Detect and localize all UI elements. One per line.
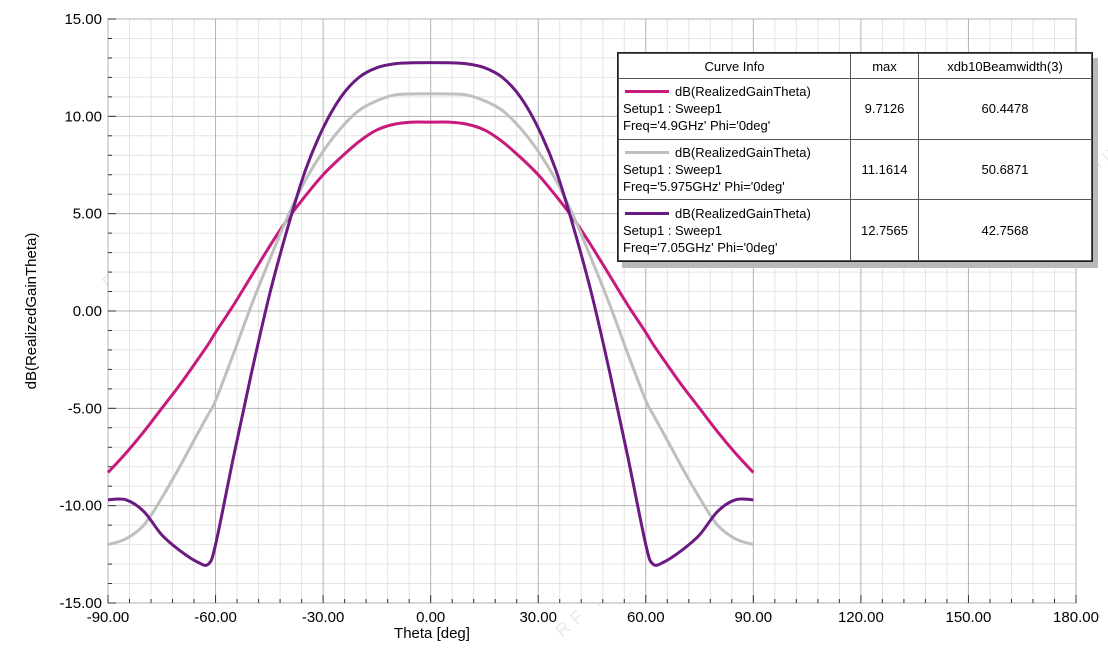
x-tick-label: -90.00	[87, 609, 130, 626]
x-tick-label: 30.00	[519, 609, 557, 626]
x-tick-label: 120.00	[838, 609, 884, 626]
x-axis-tick-labels: -90.00 -60.00 -30.00 0.00 30.00 60.00 90.00 120…	[87, 609, 1099, 626]
series-line-3	[107, 61, 754, 567]
legend-curve-name: dB(RealizedGainTheta)	[675, 84, 811, 100]
legend-row: dB(RealizedGainTheta) Setup1 : Sweep1 Fr…	[618, 199, 1092, 261]
legend-max-value: 11.1614	[850, 138, 919, 201]
legend-curve-name: dB(RealizedGainTheta)	[675, 205, 811, 221]
legend-beamwidth-value: 42.7568	[918, 199, 1092, 261]
legend-curve-cell: dB(RealizedGainTheta) Setup1 : Sweep1 Fr…	[618, 138, 851, 201]
legend-header-curve-info: Curve Info	[618, 53, 851, 79]
legend-header-beamwidth: xdb10Beamwidth(3)	[918, 53, 1092, 79]
x-tick-label: 150.00	[945, 609, 991, 626]
y-tick-label: 15.00	[64, 11, 102, 28]
x-tick-label: 60.00	[627, 609, 665, 626]
y-tick-label: -15.00	[59, 595, 102, 612]
series-layer	[106, 61, 755, 567]
legend-curve-freq: Freq='5.975GHz' Phi='0deg'	[623, 178, 785, 194]
y-tick-label: -5.00	[68, 400, 102, 417]
y-axis-tick-labels: 15.00 10.00 5.00 0.00 -5.00 -10.00 -15.00	[59, 11, 102, 612]
legend-max-value: 9.7126	[850, 78, 919, 140]
legend-curve-cell: dB(RealizedGainTheta) Setup1 : Sweep1 Fr…	[618, 78, 851, 140]
legend-curve-setup: Setup1 : Sweep1	[623, 222, 723, 238]
legend-curve-setup: Setup1 : Sweep1	[623, 101, 723, 117]
y-tick-label: 0.00	[73, 303, 102, 320]
legend-max-value: 12.7565	[850, 199, 919, 261]
legend-curve-freq: Freq='4.9GHz' Phi='0deg'	[623, 118, 771, 134]
legend-beamwidth-value: 60.4478	[918, 78, 1092, 140]
legend-curve-freq: Freq='7.05GHz' Phi='0deg'	[623, 239, 778, 255]
legend-curve-cell: dB(RealizedGainTheta) Setup1 : Sweep1 Fr…	[618, 199, 851, 261]
legend-header-row: Curve Info max xdb10Beamwidth(3)	[618, 53, 1092, 79]
series-line-2	[107, 92, 754, 547]
y-tick-label: 5.00	[73, 206, 102, 223]
x-tick-label: 180.00	[1053, 609, 1099, 626]
y-tick-label: -10.00	[59, 498, 102, 515]
x-tick-label: 90.00	[735, 609, 773, 626]
series-line-1	[106, 120, 755, 474]
legend-table: Curve Info max xdb10Beamwidth(3) dB(Real…	[618, 53, 1092, 261]
curve-info-legend: Curve Info max xdb10Beamwidth(3) dB(Real…	[617, 52, 1093, 262]
legend-row: dB(RealizedGainTheta) Setup1 : Sweep1 Fr…	[618, 138, 1092, 201]
x-tick-label: -60.00	[194, 609, 237, 626]
legend-header-max: max	[850, 53, 919, 79]
legend-swatch	[625, 90, 669, 94]
legend-row: dB(RealizedGainTheta) Setup1 : Sweep1 Fr…	[618, 78, 1092, 140]
y-tick-label: 10.00	[64, 108, 102, 125]
legend-curve-setup: Setup1 : Sweep1	[623, 161, 723, 177]
legend-beamwidth-value: 50.6871	[918, 138, 1092, 201]
legend-swatch	[625, 150, 669, 154]
x-axis-title: Theta [deg]	[394, 625, 470, 642]
x-tick-label: -30.00	[302, 609, 345, 626]
y-axis-title: dB(RealizedGainTheta)	[23, 233, 40, 390]
legend-curve-name: dB(RealizedGainTheta)	[675, 144, 811, 160]
x-tick-label: 0.00	[416, 609, 445, 626]
legend-swatch	[625, 211, 669, 215]
